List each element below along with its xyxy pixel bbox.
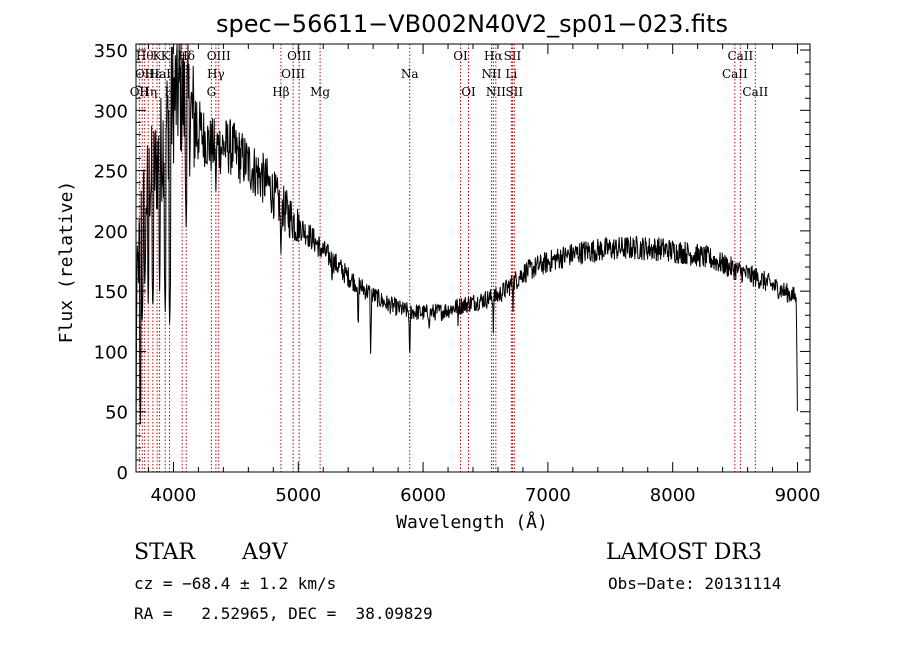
line-marker-label: CaII: [742, 85, 768, 99]
object-class: STAR: [134, 540, 195, 565]
x-tick-label: 4000: [151, 485, 197, 506]
y-tick-label: 0: [117, 463, 128, 484]
line-markers: OII OI Hθ Hη Hε K Hal K H SII Hδ G Hγ OIII Hβ OIII OIII M…: [130, 44, 768, 472]
line-marker-label: Hα: [484, 49, 503, 63]
line-marker-label: G: [207, 85, 217, 99]
y-tick-label: 350: [94, 41, 128, 62]
x-tick-label: 6000: [400, 485, 446, 506]
object-subclass: A9V: [242, 540, 288, 565]
line-marker-label: Hε: [145, 67, 162, 81]
line-marker-label: OI: [135, 67, 150, 81]
chart-title: spec−56611−VB002N40V2_sp01−023.fits: [216, 10, 728, 38]
line-marker-label: NII: [481, 67, 501, 81]
line-marker-label: K: [161, 49, 171, 63]
line-marker-label: OI: [461, 85, 476, 99]
line-marker-label: CaII: [727, 49, 753, 63]
y-tick-label: 50: [105, 403, 128, 424]
line-marker-label: Mg: [310, 85, 330, 99]
x-tick-label: 8000: [650, 485, 696, 506]
line-marker-label: SII: [504, 49, 522, 63]
line-marker-label: Hγ: [207, 67, 225, 81]
y-tick-label: 100: [94, 342, 128, 363]
x-tick-label: 9000: [775, 485, 821, 506]
line-marker-label: H: [164, 85, 174, 99]
line-marker-label: Hθ: [136, 49, 154, 63]
y-axis-label: Flux (relative): [56, 181, 77, 344]
observation-date: Obs−Date: 20131114: [608, 574, 782, 593]
x-axis-label: Wavelength (Å): [396, 511, 548, 533]
line-marker-label: CaII: [722, 67, 748, 81]
spectrum-series: [135, 43, 798, 473]
line-marker-label: OII: [130, 85, 150, 99]
line-marker-label: Hal: [149, 67, 171, 81]
line-marker-label: NII: [486, 85, 506, 99]
line-marker-label: Hδ: [177, 49, 195, 63]
survey-name: LAMOST DR3: [606, 540, 762, 565]
line-marker-label: K: [153, 49, 163, 63]
line-marker-label: OIII: [207, 49, 231, 63]
line-marker-label: SII: [505, 85, 523, 99]
coordinates-readout: RA = 2.52965, DEC = 38.09829: [134, 604, 433, 623]
y-tick-label: 250: [94, 162, 128, 183]
line-marker-label: OIII: [287, 49, 311, 63]
redshift-readout: cz = −68.4 ± 1.2 km/s: [134, 574, 337, 593]
x-tick-label: 7000: [525, 485, 571, 506]
x-tick-label: 5000: [275, 485, 321, 506]
line-marker-label: OIII: [281, 67, 305, 81]
spectrum-line: [135, 43, 798, 473]
y-tick-label: 150: [94, 282, 128, 303]
axes: 4000 5000 6000 7000 8000 9000 0 50 100 150 200 250 3…: [94, 41, 821, 506]
line-marker-label: Na: [401, 67, 419, 81]
line-marker-label: OI: [453, 49, 468, 63]
y-tick-label: 300: [94, 101, 128, 122]
y-tick-label: 200: [94, 222, 128, 243]
line-marker-label: Hη: [139, 85, 157, 99]
line-marker-label: Li: [505, 67, 517, 81]
line-marker-label: Hβ: [272, 85, 289, 99]
